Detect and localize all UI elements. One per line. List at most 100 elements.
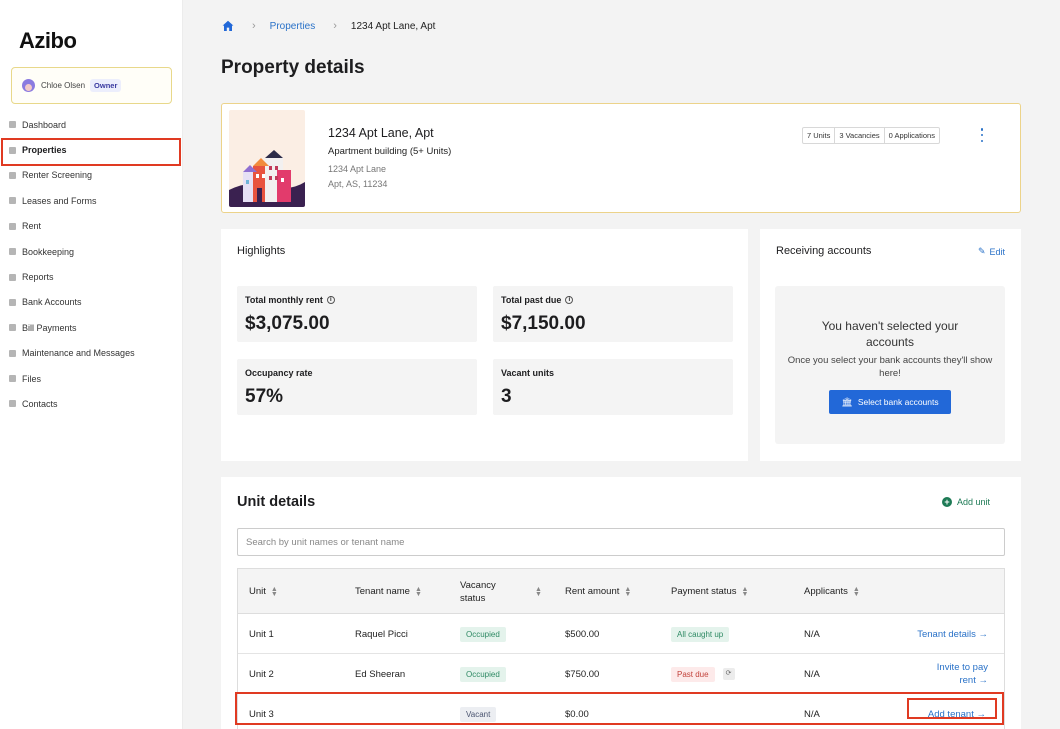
column-header-tenant-name[interactable]: Tenant name ▲ ▼ [355,569,422,614]
column-header-applicants[interactable]: Applicants ▲ ▼ [804,569,860,614]
property-address-line2: Apt, AS, 11234 [328,179,388,189]
sidebar-item-dashboard[interactable]: Dashboard [0,112,183,137]
total-past-due-label: Total past due [501,295,562,305]
sidebar-item-rent[interactable]: Rent [0,214,183,239]
column-label: Rent amount [565,586,620,597]
sidebar-item-renter-screening[interactable]: Renter Screening [0,163,183,188]
table-row: Unit 2 Ed Sheeran Occupied $750.00 Past … [238,654,1004,694]
tenant-details-link[interactable]: Tenant details → [917,628,988,640]
more-options-icon[interactable] [979,128,985,142]
home-icon [9,121,16,129]
column-header-vacancy-status[interactable]: Vacancy status ▲ ▼ [460,569,544,614]
folder-icon [9,375,16,383]
document-icon [9,197,16,205]
status-badge: Occupied [460,626,506,642]
reminder-icon[interactable]: ⟳ [722,668,735,680]
empty-state-title: You haven't selected your accounts [821,319,959,349]
sidebar-item-bookkeeping[interactable]: Bookkeeping [0,239,183,264]
sidebar-item-label: Leases and Forms [22,195,97,206]
breadcrumb-properties-link[interactable]: Properties [269,20,316,32]
sidebar-item-leases-and-forms[interactable]: Leases and Forms [0,188,183,213]
bank-icon: 🏛 [841,396,853,407]
sort-icon: ▲ ▼ [270,585,278,598]
vacancy-cell: Vacant [460,694,497,729]
sidebar-item-maintenance-and-messages[interactable]: Maintenance and Messages [0,341,183,366]
unit-search-input[interactable] [237,528,1005,556]
table-header: Unit ▲ ▼ Tenant name ▲ ▼ Vacancy status ▲ ▼ Re… [238,569,1004,614]
screening-icon [9,171,16,179]
rent-cell: $750.00 [565,668,600,680]
sidebar-item-label: Maintenance and Messages [22,348,135,359]
column-label: Unit [249,586,266,597]
occupancy-rate-value: 57% [245,386,284,407]
column-header-rent-amount[interactable]: Rent amount ▲ ▼ [565,569,631,614]
status-badge: Past due [671,666,715,682]
tenant-cell: Raquel Picci [355,628,408,640]
highlights-title: Highlights [237,245,286,257]
applicants-cell: N/A [804,708,820,720]
total-monthly-rent-value: $3,075.00 [245,313,330,334]
vacancies-chip: 3 Vacancies [835,128,885,143]
sidebar-nav: Dashboard Properties Renter Screening Le… [0,112,183,417]
sidebar-item-bank-accounts[interactable]: Bank Accounts [0,290,183,315]
units-chip: 7 Units [803,128,836,143]
main-content: › Properties › 1234 Apt Lane, Apt Proper… [183,0,1060,729]
receiving-empty-state: You haven't selected your accounts Once … [775,286,1005,444]
chevron-right-icon: › [252,20,256,32]
pencil-icon: ✎ [977,246,986,256]
property-stats-chips: 7 Units 3 Vacancies 0 Applications [802,127,940,144]
unit-cell: Unit 1 [249,628,274,640]
sidebar-item-label: Reports [22,272,54,283]
receiving-accounts-title: Receiving accounts [776,245,872,257]
user-name: Chloe Olsen [41,81,86,90]
add-unit-label: Add unit [957,497,991,507]
sidebar-item-properties[interactable]: Properties [0,137,183,167]
info-icon[interactable]: i [565,296,574,304]
select-bank-accounts-button[interactable]: 🏛 Select bank accounts [829,390,951,414]
applicants-cell: N/A [804,668,820,680]
action-text: Invite to pay rent → [937,661,988,687]
action-line: Invite to pay [936,662,988,673]
column-header-unit[interactable]: Unit ▲ ▼ [249,569,278,614]
invite-to-pay-rent-link[interactable]: Invite to pay rent → [937,654,988,694]
column-label: Payment status [671,586,737,597]
add-tenant-link[interactable]: Add tenant → [927,708,986,720]
unit-details-panel: Unit details + Add unit Unit ▲▼ Tenant nam… [221,477,1021,729]
contacts-icon [9,400,16,408]
stat-label: Total past due i [501,295,574,305]
home-icon[interactable] [222,20,234,32]
units-table: Unit ▲ ▼ Tenant name ▲ ▼ Vacancy status ▲ ▼ Re… [237,568,1005,729]
select-bank-accounts-label: Select bank accounts [857,397,939,407]
unit-cell: Unit 2 [249,668,274,680]
status-badge: Occupied [460,666,506,682]
column-header-payment-status[interactable]: Payment status ▲ ▼ [671,569,748,614]
sidebar-item-reports[interactable]: Reports [0,264,183,289]
user-switcher[interactable]: Chloe Olsen Owner [11,67,172,104]
total-past-due-value: $7,150.00 [501,313,586,334]
chevron-right-icon: › [333,20,337,32]
column-label: Tenant name [355,586,410,597]
avatar [22,79,35,92]
bank-icon [9,298,16,306]
payment-cell: Past due ⟳ [671,654,735,694]
empty-state-subtitle: Once you select your bank accounts they'… [787,355,993,379]
receiving-accounts-panel: Receiving accounts ✎ Edit You haven't sel… [760,229,1021,461]
property-name: 1234 Apt Lane, Apt [328,126,434,140]
table-row: Unit 1 Raquel Picci Occupied $500.00 All… [238,614,1004,654]
sidebar-item-bill-payments[interactable]: Bill Payments [0,315,183,340]
applications-chip: 0 Applications [888,131,935,140]
plus-circle-icon: + [942,497,952,507]
sidebar-item-label: Bank Accounts [22,297,82,308]
column-label: Applicants [804,586,848,597]
unit-cell: Unit 3 [249,708,274,720]
info-icon[interactable]: i [326,296,335,304]
sidebar-item-label: Renter Screening [22,170,93,181]
report-icon [9,273,16,281]
sidebar-item-files[interactable]: Files [0,366,183,391]
sidebar-item-contacts[interactable]: Contacts [0,391,183,416]
add-unit-button[interactable]: + Add unit [942,497,990,507]
edit-button[interactable]: ✎ Edit [978,246,1005,257]
app-logo[interactable]: Azibo [19,28,77,53]
total-monthly-rent-label: Total monthly rent [245,295,323,305]
sort-icon: ▲ ▼ [414,585,422,598]
